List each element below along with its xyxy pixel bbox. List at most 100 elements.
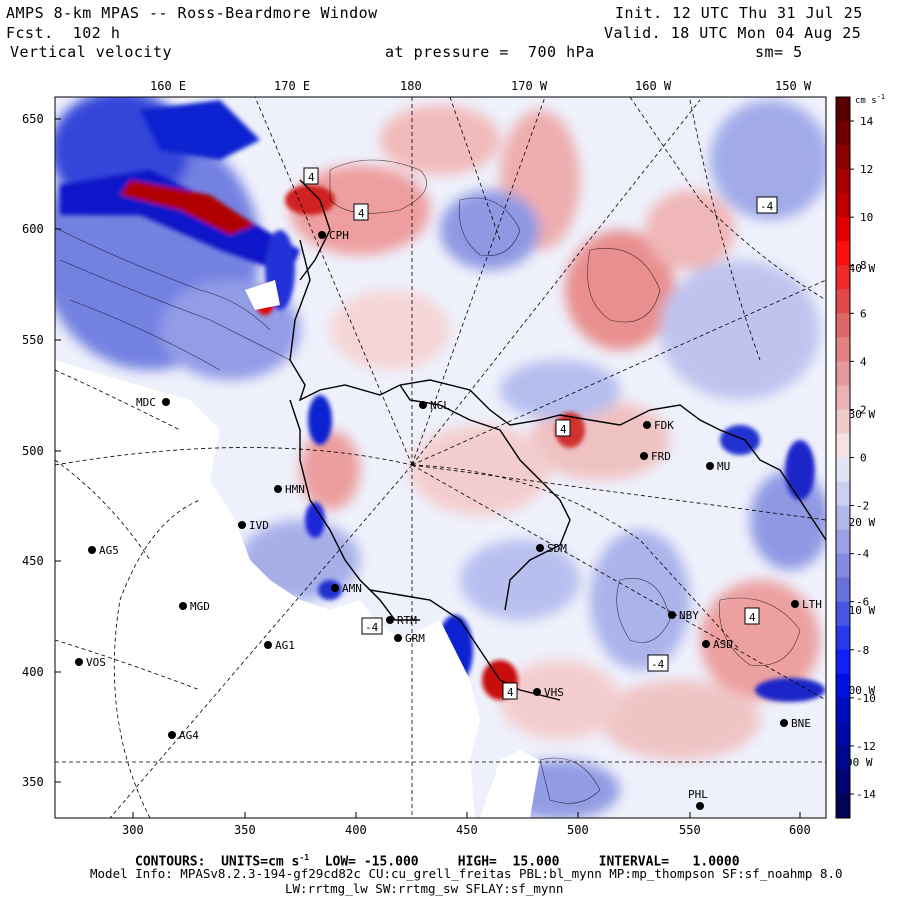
colorbar-step xyxy=(836,313,850,338)
svg-text:4: 4 xyxy=(507,686,514,699)
station-fdk: FDK xyxy=(643,419,674,432)
station-markers: MDC AG5 MGD VOS AG1 AG4 NGL FDK FRD SDM NBY ASD PHL C… xyxy=(75,229,822,810)
svg-text:-4: -4 xyxy=(651,658,665,671)
contour-lines xyxy=(59,159,801,804)
station-label: AG4 xyxy=(179,729,199,742)
colorbar-step xyxy=(836,121,850,146)
longitude-label: 160 E xyxy=(150,79,186,93)
station-ag4: AG4 xyxy=(168,729,199,742)
longitude-label: 170 E xyxy=(274,79,310,93)
station-label: NBY xyxy=(679,609,699,622)
colorbar: 14 12 10 8 6 4 2 0 -2 -4 -6 -8 -10 -12 -14 xyxy=(835,96,876,819)
colorbar-step xyxy=(836,289,850,314)
station-frd: FRD xyxy=(640,450,671,463)
station-label: FDK xyxy=(654,419,674,432)
colorbar-step xyxy=(836,673,850,699)
contour-value-boxes: 4 4 -4 4 4 -4 -4 4 xyxy=(303,167,778,700)
colorbar-step xyxy=(836,217,850,242)
colorbar-unit: cm s-1 xyxy=(855,93,885,106)
smoothing: sm= 5 xyxy=(755,43,803,61)
colorbar-step xyxy=(836,409,850,434)
colorbar-label: -2 xyxy=(856,500,869,513)
svg-text:4: 4 xyxy=(308,171,315,184)
colorbar-step xyxy=(836,337,850,362)
plot-title: AMPS 8-km MPAS -- Ross-Beardmore Window xyxy=(6,4,378,22)
colorbar-step xyxy=(836,697,850,723)
model-info-2: LW:rrtmg_lw SW:rrtmg_sw SFLAY:sf_mynn xyxy=(285,881,564,896)
model-info: Model Info: MPASv8.2.3-194-gf29cd82c CU:… xyxy=(90,866,843,881)
y-tick-label: 550 xyxy=(22,333,44,347)
longitude-label: 180 xyxy=(400,79,422,93)
x-tick-label: 300 xyxy=(122,823,144,837)
colorbar-step xyxy=(836,145,850,170)
station-label: VHS xyxy=(544,686,564,699)
colorbar-label: 6 xyxy=(860,307,867,320)
svg-text:-4: -4 xyxy=(365,621,379,634)
station-label: HMN xyxy=(285,483,305,496)
station-label: RTM xyxy=(397,614,417,627)
x-tick-label: 500 xyxy=(567,823,589,837)
x-tick-label: 350 xyxy=(234,823,256,837)
station-nby: NBY xyxy=(668,609,699,622)
station-label: LTH xyxy=(802,598,822,611)
coastline xyxy=(289,179,826,701)
station-label: FRD xyxy=(651,450,671,463)
colorbar-step xyxy=(836,433,850,458)
colorbar-step xyxy=(836,553,850,579)
svg-text:4: 4 xyxy=(560,423,567,436)
station-label: AG5 xyxy=(99,544,119,557)
colorbar-label: 0 xyxy=(860,452,867,465)
station-ag5: AG5 xyxy=(88,544,119,557)
station-label: MDC xyxy=(136,396,156,409)
colorbar-label: -14 xyxy=(856,788,876,801)
colorbar-label: -12 xyxy=(856,740,876,753)
station-rtm: RTM xyxy=(386,614,417,627)
colorbar-label: -8 xyxy=(856,644,869,657)
colorbar-label: 14 xyxy=(860,115,874,128)
colorbar-step xyxy=(836,769,850,795)
colorbar-label: -4 xyxy=(856,548,870,561)
x-tick-label: 450 xyxy=(456,823,478,837)
y-tick-label: 500 xyxy=(22,444,44,458)
station-lth: LTH xyxy=(791,598,822,611)
station-asd: ASD xyxy=(702,638,733,651)
station-label: SDM xyxy=(547,542,567,555)
svg-text:4: 4 xyxy=(358,207,365,220)
station-ngl: NGL xyxy=(419,399,450,412)
x-tick-label: 400 xyxy=(345,823,367,837)
longitude-label: 160 W xyxy=(635,79,672,93)
station-amn: AMN xyxy=(331,582,362,595)
y-axis: 650 600 550 500 450 400 350 xyxy=(22,112,61,789)
station-vhs: VHS xyxy=(533,686,564,699)
vertical-velocity-field xyxy=(55,97,826,818)
station-cph: CPH xyxy=(318,229,349,242)
station-label: CPH xyxy=(329,229,349,242)
station-label: GRM xyxy=(405,632,425,645)
station-label: MU xyxy=(717,460,730,473)
colorbar-step xyxy=(836,193,850,218)
colorbar-step xyxy=(836,793,850,819)
longitude-labels: 160 E 170 E 180 170 W 160 W 150 W xyxy=(150,79,812,93)
colorbar-step xyxy=(836,745,850,771)
colorbar-step xyxy=(836,97,850,122)
y-tick-label: 600 xyxy=(22,222,44,236)
y-tick-label: 450 xyxy=(22,554,44,568)
colorbar-label: 8 xyxy=(860,259,867,272)
colorbar-step xyxy=(836,241,850,266)
station-grm: GRM xyxy=(394,632,425,645)
init-time: Init. 12 UTC Thu 31 Jul 25 xyxy=(615,4,863,22)
station-mu: MU xyxy=(706,460,730,473)
y-tick-label: 400 xyxy=(22,665,44,679)
valid-time: Valid. 18 UTC Mon 04 Aug 25 xyxy=(604,24,862,42)
colorbar-label: -6 xyxy=(856,596,869,609)
station-vos: VOS xyxy=(75,656,106,669)
plot-frame xyxy=(54,96,827,819)
station-hmn: HMN xyxy=(274,483,305,496)
svg-text:4: 4 xyxy=(749,611,756,624)
colorbar-step xyxy=(836,601,850,627)
colorbar-step xyxy=(836,385,850,410)
longitude-label: 170 W xyxy=(511,79,548,93)
contour-info: CONTOURS: UNITS=cm s-1 LOW= -15.000 HIGH… xyxy=(135,853,740,870)
colorbar-step xyxy=(836,481,850,507)
colorbar-step xyxy=(836,721,850,747)
